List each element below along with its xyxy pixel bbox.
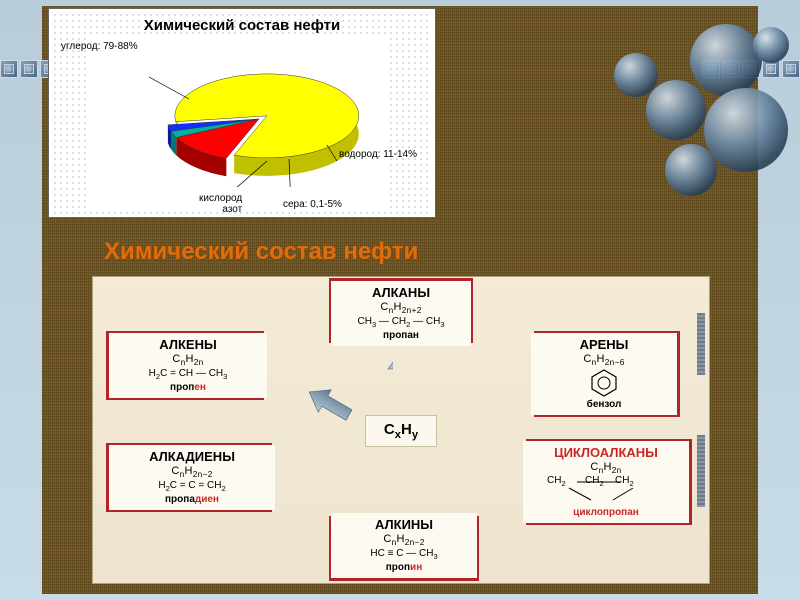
card-formula: CnH2n xyxy=(533,461,679,475)
card-formula: CnH2n xyxy=(119,353,257,367)
card-example: пропан xyxy=(341,330,461,341)
pie-title: Химический состав нефти xyxy=(49,17,435,34)
pie-chart-panel: Химический состав нефти углерод: 79-88% … xyxy=(48,8,436,218)
deco-square xyxy=(0,60,18,78)
molecules-decoration xyxy=(576,0,796,220)
pie-label-carbon: углерод: 79-88% xyxy=(61,41,141,52)
center-formula: CxHy xyxy=(384,421,418,441)
card-name: АЛКАНЫ xyxy=(341,285,461,300)
card-formula: CnH2n+2 xyxy=(341,301,461,315)
pie-label-sulfur: сера: 0,1-5% xyxy=(283,199,342,210)
card-areny: АРЕНЫ CnH2n−6 бензол xyxy=(531,333,677,415)
card-name: АРЕНЫ xyxy=(541,337,667,352)
card-alkiny: АЛКИНЫ CnH2n−2 HC ≡ C — CH3 пропин xyxy=(331,513,477,578)
benzene-icon xyxy=(588,368,620,398)
card-name: АЛКИНЫ xyxy=(341,517,467,532)
card-example: пропен xyxy=(119,382,257,393)
card-example: бензол xyxy=(541,399,667,410)
cyclopropane-icon: CH2 CH2 CH2 xyxy=(533,476,679,506)
side-stripe xyxy=(697,435,705,507)
card-equation: HC ≡ C — CH3 xyxy=(341,548,467,561)
card-example: пропин xyxy=(341,562,467,573)
side-stripe xyxy=(697,313,705,375)
card-cycloalkany: ЦИКЛОАЛКАНЫ CnH2n CH2 CH2 CH2 циклопропа… xyxy=(523,441,689,523)
card-equation: H2C = CH — CH3 xyxy=(119,368,257,381)
card-equation: H2C = C = CH2 xyxy=(119,480,265,493)
card-alkeny: АЛКЕНЫ CnH2n H2C = CH — CH3 пропен xyxy=(109,333,267,398)
card-equation: CH3 — CH2 — CH3 xyxy=(341,316,461,329)
card-name: ЦИКЛОАЛКАНЫ xyxy=(533,445,679,460)
card-example: пропадиен xyxy=(119,494,265,505)
deco-square xyxy=(20,60,38,78)
card-formula: CnH2n−2 xyxy=(341,533,467,547)
card-name: АЛКАДИЕНЫ xyxy=(119,449,265,464)
pie-label-hydrogen: водород: 11-14% xyxy=(339,149,429,160)
card-alkadieny: АЛКАДИЕНЫ CnH2n−2 H2C = C = CH2 пропадие… xyxy=(109,445,275,510)
card-formula: CnH2n−6 xyxy=(541,353,667,367)
card-example: циклопропан xyxy=(533,507,679,518)
card-name: АЛКЕНЫ xyxy=(119,337,257,352)
hydrocarbon-diagram: CxHy АЛКАНЫ CnH2n+2 CH3 — CH2 — CH3 проп… xyxy=(92,276,710,584)
card-alkany: АЛКАНЫ CnH2n+2 CH3 — CH2 — CH3 пропан xyxy=(331,281,471,346)
section-title: Химический состав нефти xyxy=(104,238,418,266)
card-formula: CnH2n−2 xyxy=(119,465,265,479)
pie-chart xyxy=(149,67,369,177)
diagram-center: CxHy xyxy=(365,415,437,447)
pie-label-other: кислород азот xyxy=(199,193,242,215)
